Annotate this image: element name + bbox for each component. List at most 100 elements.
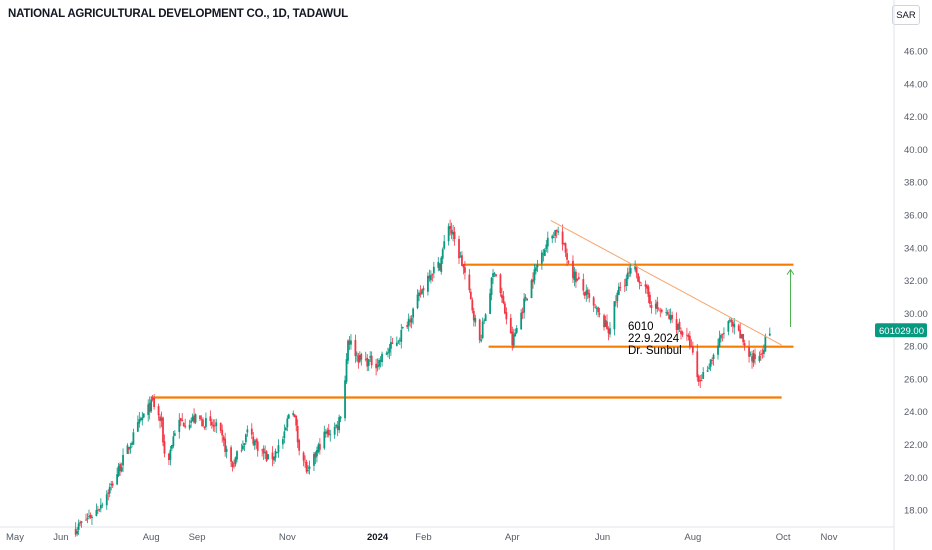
candle-body (619, 287, 622, 289)
candle-body (721, 334, 724, 336)
candle-body (512, 334, 515, 346)
candle-body (640, 285, 642, 286)
x-tick-label: Oct (776, 532, 791, 543)
candle-body (545, 244, 548, 249)
candle-body (511, 331, 514, 346)
candle-body (160, 418, 163, 421)
candle-body (644, 284, 647, 287)
candle-body (287, 414, 290, 419)
candle-body (150, 399, 153, 412)
candle-body (89, 514, 92, 518)
candle-body (348, 340, 351, 345)
candle-body (711, 360, 713, 361)
candle-body (617, 286, 620, 295)
candle-body (616, 292, 619, 302)
candle-body (91, 516, 93, 519)
candle-body (262, 448, 265, 454)
x-tick-label: Nov (279, 532, 296, 543)
candle-body (295, 415, 298, 426)
candle-body (367, 359, 370, 366)
candle-body (203, 426, 206, 428)
candle-body (706, 370, 709, 372)
candle-body (407, 318, 410, 326)
candle-body (318, 444, 321, 450)
candle-body (758, 355, 761, 361)
candle-body (360, 354, 363, 360)
y-tick-label: 24.00 (904, 407, 928, 418)
candle-body (474, 317, 477, 323)
candle-body (327, 429, 330, 436)
candle-body (99, 505, 102, 509)
candle-body (654, 303, 657, 309)
candle-body (79, 522, 82, 524)
candle-body (147, 404, 150, 415)
candle-body (236, 451, 238, 460)
candle-body (760, 354, 762, 355)
candle-body (647, 286, 650, 297)
candle-body (265, 451, 268, 462)
candle-body (468, 274, 471, 291)
candle-body (762, 350, 765, 354)
x-tick-label: Sep (189, 532, 206, 543)
candle-body (535, 267, 537, 272)
x-tick-label: Jun (595, 532, 610, 543)
candle-body (398, 339, 401, 341)
candle-body (690, 346, 693, 348)
candle-body (554, 230, 557, 236)
candle-body (412, 308, 415, 318)
candle-body (481, 321, 484, 339)
candle-body (317, 444, 320, 452)
candle-body (699, 380, 702, 382)
candle-body (598, 313, 601, 315)
y-tick-label: 28.00 (904, 342, 928, 353)
candle-body (634, 265, 637, 270)
candle-body (120, 467, 123, 472)
trend-line[interactable] (550, 220, 782, 346)
candle-body (233, 465, 235, 467)
candle-body (264, 452, 267, 453)
candle-body (138, 419, 141, 424)
candle-body (296, 426, 299, 443)
candle-body (345, 359, 348, 382)
candle-body (613, 301, 616, 330)
candle-body (202, 419, 204, 427)
candle-body (181, 419, 184, 422)
candle-body (283, 431, 286, 439)
candle-body (469, 291, 472, 300)
candle-body (520, 312, 523, 330)
candle-body (250, 428, 253, 435)
candle-body (606, 321, 608, 329)
candle-body (551, 235, 554, 239)
candle-body (277, 445, 280, 453)
candle-body (432, 266, 435, 274)
chart-title: NATIONAL AGRICULTURAL DEVELOPMENT CO., 1… (8, 8, 348, 20)
candle-body (438, 263, 441, 271)
x-tick-label: Apr (505, 532, 520, 543)
candle-body (585, 290, 588, 296)
candle-body (717, 345, 719, 355)
candle-body (761, 353, 764, 354)
candle-body (484, 314, 487, 321)
currency-button[interactable]: SAR (892, 5, 920, 25)
x-tick-label: Aug (143, 532, 160, 543)
candle-body (472, 310, 475, 321)
y-tick-label: 32.00 (904, 276, 928, 287)
candle-body (748, 347, 750, 357)
candle-body (452, 231, 454, 235)
candle-body (429, 275, 432, 281)
candle-body (480, 339, 483, 342)
candle-body (595, 308, 598, 310)
candle-body (276, 452, 278, 454)
candle-body (85, 519, 87, 521)
candle-body (284, 427, 287, 431)
candle-body (200, 418, 203, 420)
candle-body (754, 354, 756, 360)
candle-body (379, 360, 382, 362)
candle-body (447, 226, 450, 242)
candle-body (96, 509, 99, 511)
annotation-line: 22.9.2024 (628, 333, 680, 345)
candle-body (131, 443, 133, 445)
candle-body (179, 418, 182, 421)
candle-body (116, 474, 119, 485)
